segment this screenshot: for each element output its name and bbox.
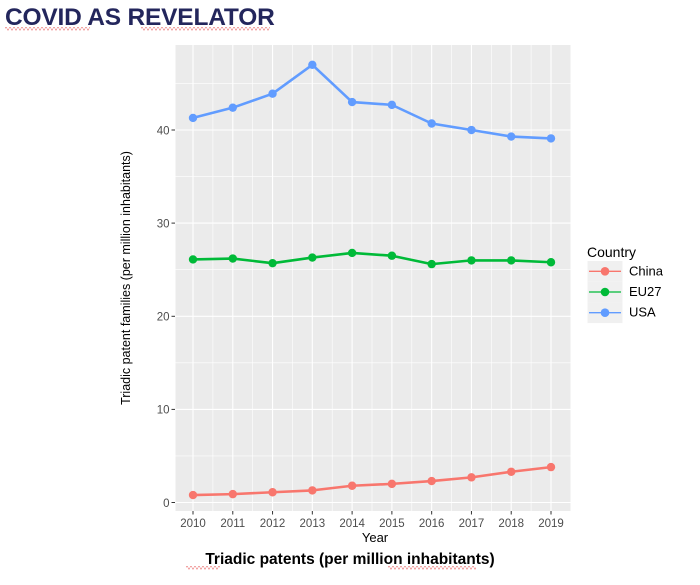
- svg-text:China: China: [629, 263, 664, 278]
- svg-text:USA: USA: [629, 305, 656, 320]
- svg-text:2014: 2014: [339, 518, 365, 530]
- svg-text:30: 30: [157, 218, 170, 230]
- svg-text:Year: Year: [362, 530, 389, 545]
- svg-text:2019: 2019: [538, 518, 564, 530]
- svg-text:2017: 2017: [459, 518, 485, 530]
- svg-text:EU27: EU27: [629, 284, 662, 299]
- svg-text:2012: 2012: [260, 518, 286, 530]
- svg-text:2011: 2011: [220, 518, 245, 530]
- svg-text:20: 20: [157, 312, 170, 324]
- svg-text:Country: Country: [587, 244, 636, 260]
- svg-text:0: 0: [163, 498, 169, 510]
- svg-text:Triadic patent families (per m: Triadic patent families (per million inh…: [119, 151, 133, 405]
- svg-text:2015: 2015: [379, 518, 405, 530]
- svg-text:40: 40: [157, 125, 170, 137]
- svg-text:2013: 2013: [300, 518, 326, 530]
- svg-text:10: 10: [157, 405, 170, 417]
- svg-text:2010: 2010: [180, 518, 206, 530]
- svg-text:2016: 2016: [419, 518, 445, 530]
- svg-text:2018: 2018: [498, 518, 524, 530]
